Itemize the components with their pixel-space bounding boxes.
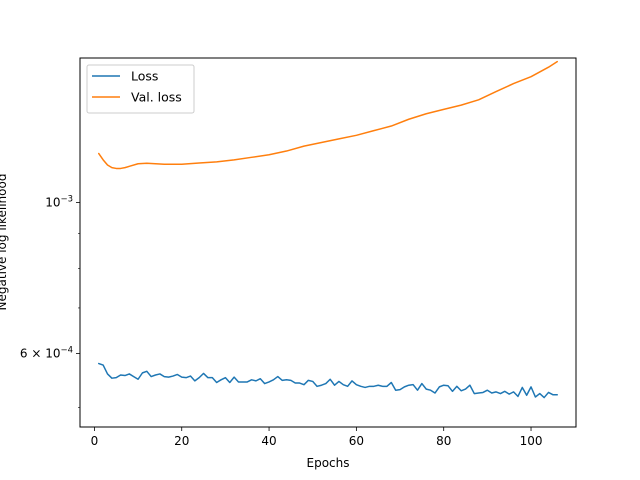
- legend: Loss Val. loss: [86, 64, 195, 114]
- legend-box: [86, 64, 195, 114]
- series-lines: [98, 60, 558, 399]
- series-line-val-loss: [98, 60, 558, 170]
- legend-label-val-loss: Val. loss: [131, 90, 182, 105]
- axis-ticks: 0 20 40 60 80 100 6 × 10−4 10−3: [20, 194, 543, 448]
- x-tick-label: 20: [174, 434, 189, 448]
- x-tick-label: 80: [436, 434, 451, 448]
- y-tick-label: 6 × 10−4: [20, 346, 73, 361]
- x-tick-label: 40: [261, 434, 276, 448]
- plot-frame: [79, 57, 577, 428]
- x-tick-label: 60: [349, 434, 364, 448]
- x-tick-label: 100: [520, 434, 543, 448]
- plot-background: [80, 58, 576, 427]
- series-line-loss: [98, 362, 558, 399]
- legend-label-loss: Loss: [131, 69, 158, 84]
- y-axis-label: Negative log likelihood: [0, 174, 9, 311]
- y-tick-label: 10−3: [45, 194, 73, 209]
- x-axis-label: Epochs: [307, 456, 350, 470]
- x-tick-label: 0: [91, 434, 99, 448]
